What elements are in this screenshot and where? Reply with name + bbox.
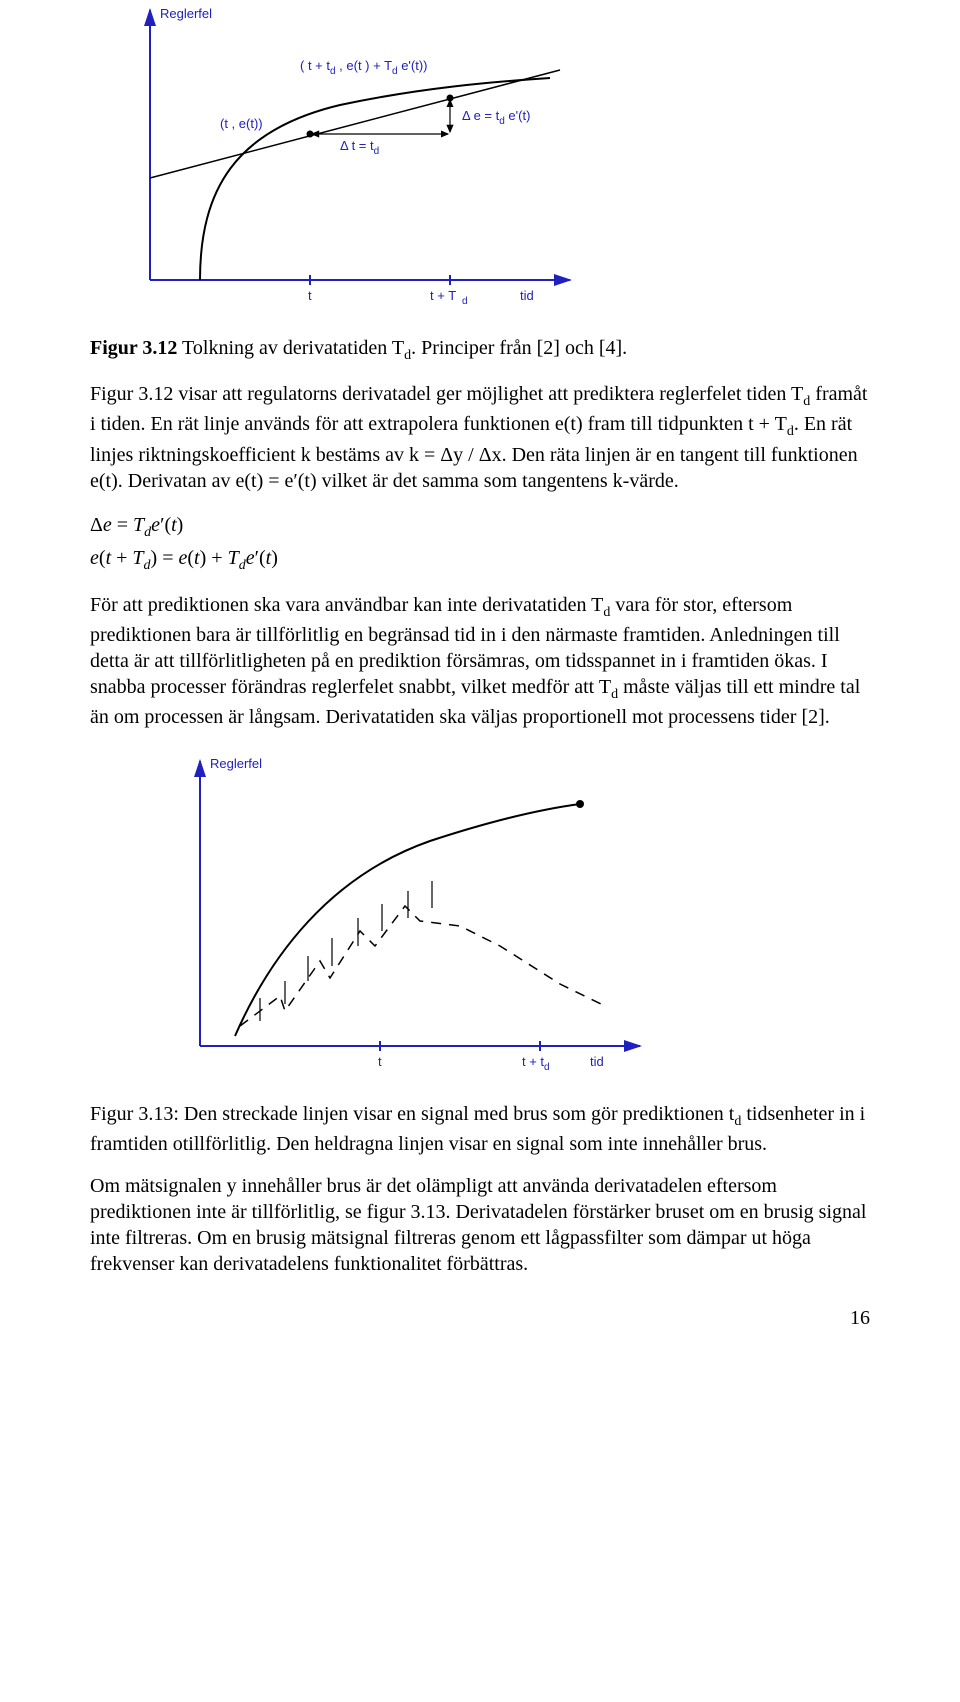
noise-ticks — [260, 881, 432, 1021]
caption313a: Figur 3.13: Den streckade linjen visar e… — [90, 1103, 734, 1125]
eq2-sub1: d — [144, 558, 151, 573]
y-axis-label: Reglerfel — [210, 756, 262, 771]
end-point — [576, 800, 584, 808]
label-point-t: (t , e(t)) — [220, 116, 263, 131]
equation-1: Δe = Tde′(t) — [90, 510, 870, 543]
paragraph-1: Figur 3.12 visar att regulatorns derivat… — [90, 381, 870, 493]
figure-3-12: Reglerfel t t + T d tid (t , e(t)) ( t +… — [90, 0, 870, 325]
xtick-ttd: t + td — [522, 1054, 550, 1073]
xtick-tid: tid — [520, 288, 534, 303]
eq2-sub2: d — [239, 558, 246, 573]
xtick-tTd: t + T — [430, 288, 456, 303]
signal-with-noise — [240, 906, 605, 1026]
caption-3-13: Figur 3.13: Den streckade linjen visar e… — [90, 1101, 870, 1157]
xtick-t: t — [378, 1054, 382, 1069]
label-de: Δ e = td e'(t) — [462, 108, 530, 127]
para1b-sub: d — [787, 424, 794, 439]
para1a: Figur 3.12 visar att regulatorns derivat… — [90, 383, 803, 405]
y-axis-label: Reglerfel — [160, 6, 212, 21]
xtick-tid: tid — [590, 1054, 604, 1069]
caption-3-12-prefix: Figur 3.12 — [90, 337, 177, 359]
paragraph-2: För att prediktionen ska vara användbar … — [90, 592, 870, 730]
caption-3-12: Figur 3.12 Tolkning av derivatatiden Td.… — [90, 335, 870, 365]
caption-3-12-text: Tolkning av derivatatiden T — [177, 337, 404, 359]
caption-3-12-tail: . Principer från [2] och [4]. — [411, 337, 627, 359]
xtick-tTd-sub: d — [462, 296, 468, 307]
para2a: För att prediktionen ska vara användbar … — [90, 594, 603, 616]
figure-3-13-svg: Reglerfel t t + td tid — [120, 746, 680, 1086]
figure-3-12-svg: Reglerfel t t + T d tid (t , e(t)) ( t +… — [90, 0, 650, 320]
label-point-tTd: ( t + td , e(t ) + Td e'(t)) — [300, 58, 428, 77]
equations: Δe = Tde′(t) e(t + Td) = e(t) + Tde′(t) — [90, 510, 870, 576]
signal-no-noise — [235, 804, 580, 1036]
paragraph-3: Om mätsignalen y innehåller brus är det … — [90, 1173, 870, 1277]
xtick-t: t — [308, 288, 312, 303]
equation-2: e(t + Td) = e(t) + Tde′(t) — [90, 543, 870, 576]
label-dt: Δ t = td — [340, 138, 379, 157]
figure-3-13: Reglerfel t t + td tid — [120, 746, 870, 1091]
page-number: 16 — [90, 1307, 870, 1330]
